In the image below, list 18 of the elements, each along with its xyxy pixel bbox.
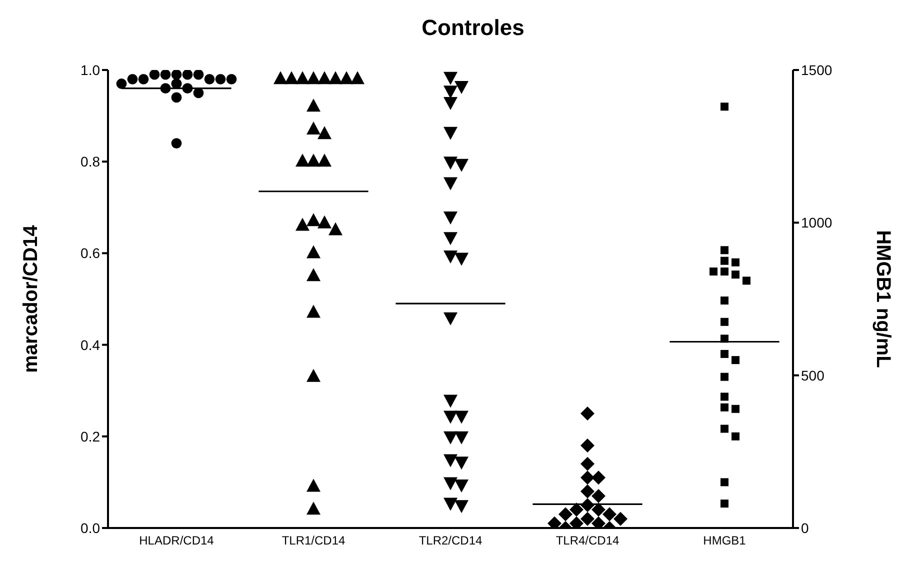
y-axis-title: marcador/CD14 [20, 224, 42, 373]
y-tick-label: 0.8 [80, 154, 100, 170]
y-tick-label: 0.6 [80, 245, 100, 262]
y2-tick-label: 1000 [801, 214, 832, 231]
x-tick-label: HLADR/CD14 [139, 534, 214, 548]
y-tick-label: 0.0 [80, 520, 100, 536]
y-tick-label: 1.0 [80, 62, 100, 78]
x-tick-label: HMGB1 [703, 534, 746, 548]
y2-tick-label: 1500 [801, 62, 832, 78]
x-tick-label: TLR2/CD14 [418, 534, 483, 548]
chart-title: Controles [420, 14, 526, 42]
y-tick-label: 0.4 [80, 336, 100, 353]
x-tick-label: TLR1/CD14 [282, 534, 346, 548]
x-tick-label: TLR4/CD14 [556, 534, 620, 548]
y2-axis-title: HMGB1 ng/mL [872, 230, 894, 368]
y2-tick-label: 0 [801, 520, 809, 536]
y2-tick-label: 500 [801, 367, 825, 384]
y-tick-label: 0.2 [80, 428, 100, 444]
